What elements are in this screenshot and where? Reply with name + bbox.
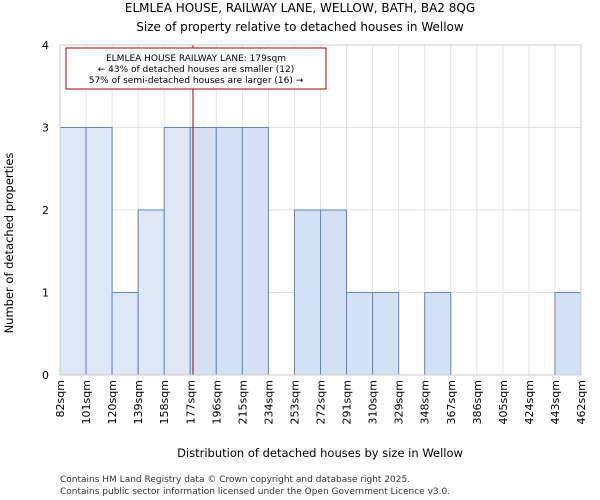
- bar-272sqm: [320, 209, 348, 376]
- x-tick-label: 139sqm: [132, 380, 145, 424]
- annotation-line-3: 57% of semi-detached houses are larger (…: [89, 76, 304, 86]
- bar-253sqm: [293, 209, 322, 376]
- x-tick-label: 329sqm: [393, 380, 406, 424]
- footer-line-1: Contains HM Land Registry data © Crown c…: [60, 475, 410, 485]
- x-tick-label: 424sqm: [523, 380, 536, 424]
- x-axis-label: Distribution of detached houses by size …: [177, 446, 463, 460]
- x-tick-label: 310sqm: [367, 380, 380, 424]
- annotation-line-2: ← 43% of detached houses are smaller (12…: [98, 65, 295, 75]
- x-tick-label: 158sqm: [158, 380, 171, 424]
- chart-subtitle: Size of property relative to detached ho…: [136, 20, 464, 34]
- x-tick-label: 120sqm: [106, 380, 119, 424]
- x-tick-label: 234sqm: [262, 380, 275, 424]
- x-tick-label: 215sqm: [236, 380, 249, 424]
- bar-139sqm: [137, 209, 165, 376]
- x-ticks: 82sqm 101sqm 120sqm 139sqm 158sqm 177sqm 196sq…: [54, 380, 588, 424]
- plot-area: [59, 44, 582, 376]
- x-tick-label: 177sqm: [184, 380, 197, 424]
- bars: [59, 127, 582, 376]
- x-tick-label: 367sqm: [445, 380, 458, 424]
- y-tick-label: 3: [42, 122, 49, 135]
- bar-443sqm: [554, 292, 582, 376]
- y-axis-label: Number of detached properties: [2, 153, 16, 334]
- x-tick-label: 462sqm: [575, 380, 588, 424]
- x-tick-label: 101sqm: [80, 380, 93, 424]
- x-tick-label: 348sqm: [419, 380, 432, 424]
- x-tick-label: 272sqm: [315, 380, 328, 424]
- bar-101sqm: [85, 127, 113, 376]
- bar-196sqm: [215, 127, 243, 376]
- y-tick-label: 2: [42, 204, 49, 217]
- bar-310sqm: [372, 292, 400, 376]
- y-ticks: 0 1 2 3 4: [42, 39, 49, 382]
- bar-82sqm: [59, 127, 87, 376]
- chart-title: ELMLEA HOUSE, RAILWAY LANE, WELLOW, BATH…: [125, 1, 475, 15]
- x-tick-label: 291sqm: [341, 380, 354, 424]
- y-tick-label: 4: [42, 39, 49, 52]
- bar-215sqm: [241, 127, 269, 376]
- annotation-line-1: ELMLEA HOUSE RAILWAY LANE: 179sqm: [106, 54, 286, 64]
- bar-291sqm: [346, 292, 374, 376]
- bar-348sqm: [424, 292, 452, 376]
- footer-line-2: Contains public sector information licen…: [60, 487, 450, 497]
- bar-120sqm: [111, 292, 139, 376]
- x-tick-label: 443sqm: [549, 380, 562, 424]
- y-tick-label: 0: [42, 369, 49, 382]
- x-tick-label: 405sqm: [497, 380, 510, 424]
- x-tick-label: 386sqm: [471, 380, 484, 424]
- x-tick-label: 196sqm: [210, 380, 223, 424]
- y-tick-label: 1: [42, 287, 49, 300]
- bar-177sqm: [189, 127, 217, 376]
- x-tick-label: 253sqm: [288, 380, 301, 424]
- annotation-box: [65, 47, 327, 90]
- x-tick-label: 82sqm: [54, 380, 67, 417]
- bar-158sqm: [163, 127, 191, 376]
